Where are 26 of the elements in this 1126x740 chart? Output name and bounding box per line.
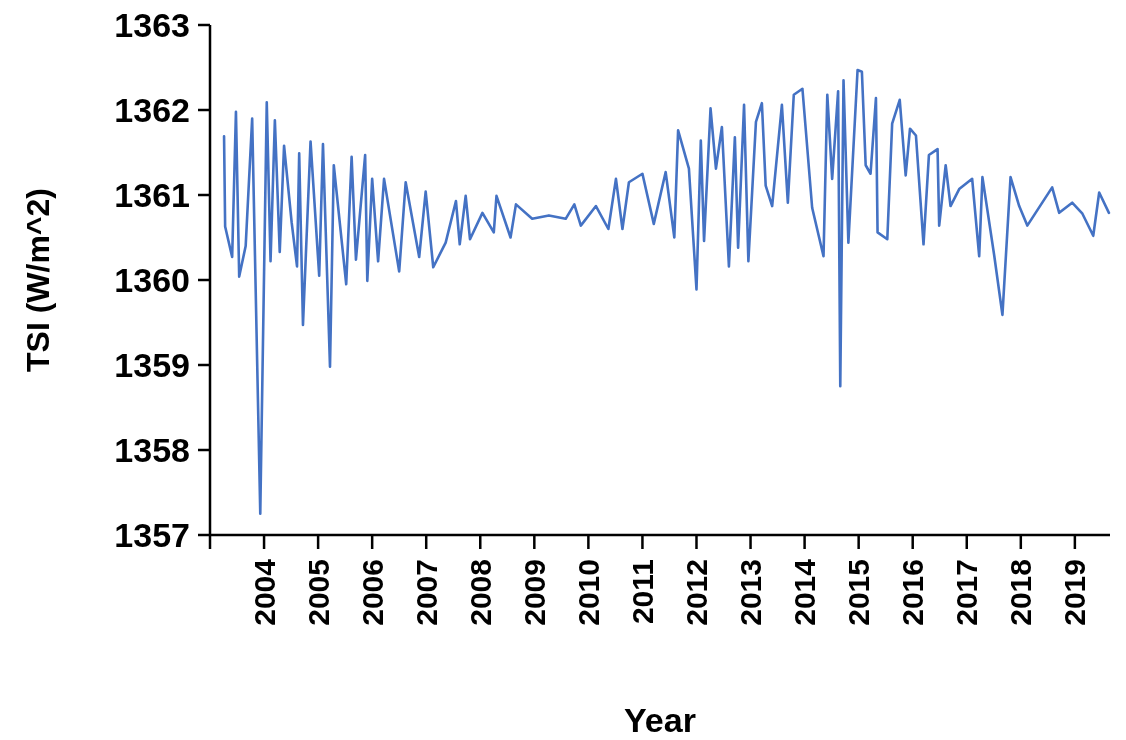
y-tick-label: 1362	[114, 90, 190, 129]
x-tick-label: 2014	[788, 558, 822, 626]
x-tick-label: 2006	[355, 559, 389, 626]
x-tick-label: 2013	[734, 559, 768, 626]
y-tick-label: 1357	[114, 515, 190, 554]
x-tick-label: 2017	[950, 559, 984, 626]
y-tick-label: 1363	[114, 5, 190, 44]
y-tick-label: 1358	[114, 430, 190, 469]
x-tick-label: 2019	[1058, 559, 1092, 626]
x-tick-label: 2010	[571, 559, 605, 626]
y-axis-title: TSI (W/m^2)	[20, 187, 57, 373]
x-tick-label: 2012	[679, 559, 713, 626]
x-tick-label: 2015	[842, 559, 876, 626]
x-tick-label: 2008	[463, 559, 497, 626]
y-tick-label: 1361	[114, 175, 190, 214]
line-series	[222, 68, 1111, 516]
x-tick-label: 2004	[247, 558, 281, 626]
x-axis-title: Year	[624, 701, 696, 739]
x-tick-label: 2011	[625, 559, 659, 625]
y-tick-label: 1359	[114, 345, 190, 384]
x-tick-label: 2007	[409, 559, 443, 626]
y-tick-label: 1360	[114, 260, 190, 299]
x-tick-label: 2016	[896, 559, 930, 626]
x-tick-label: 2005	[301, 559, 335, 626]
x-tick-label: 2018	[1004, 559, 1038, 626]
x-tick-label: 2009	[517, 559, 551, 626]
